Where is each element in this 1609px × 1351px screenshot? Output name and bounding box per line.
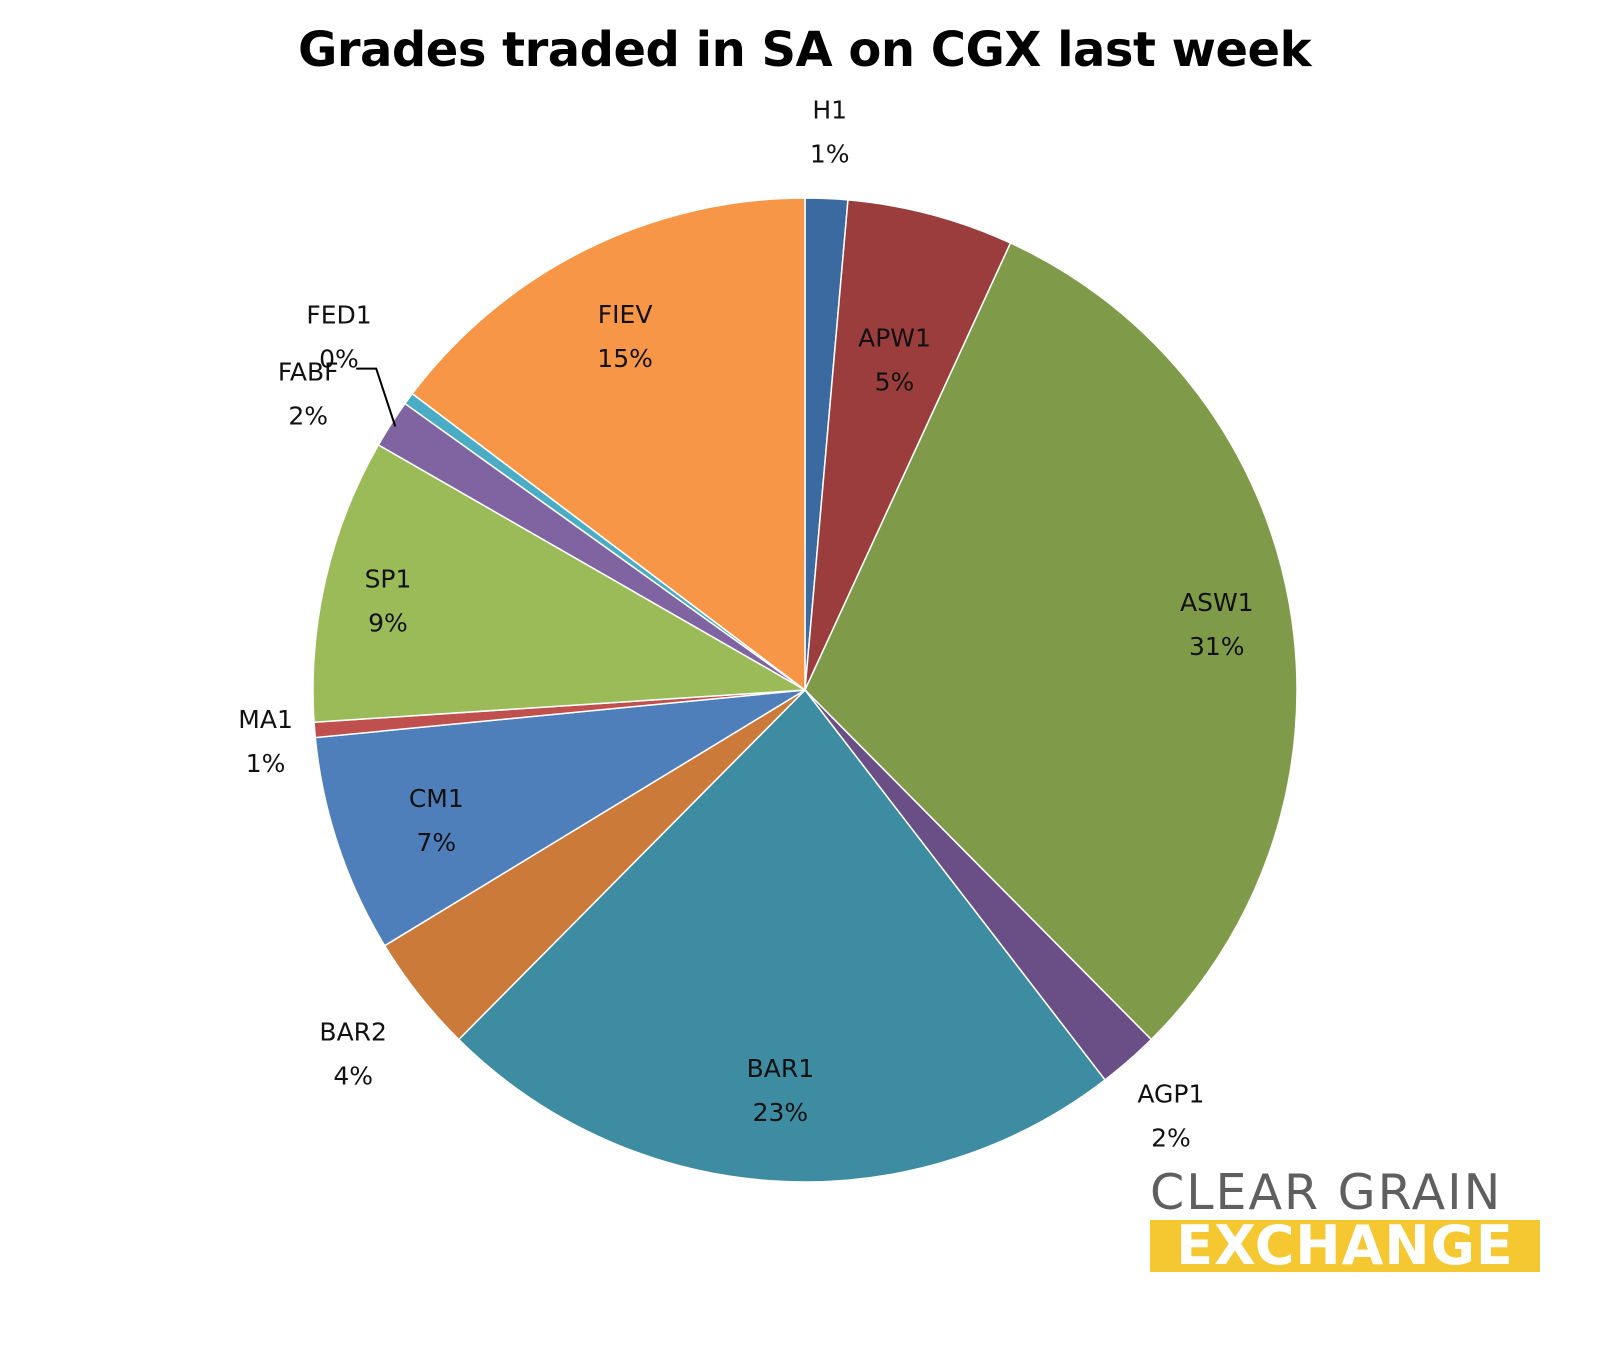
slice-percent-h1: 1%: [810, 140, 850, 169]
slice-name-fabf: FABF: [278, 358, 339, 387]
slice-name-bar1: BAR1: [747, 1054, 815, 1083]
slice-name-fiev: FIEV: [598, 300, 653, 329]
leader-line-fabf: [356, 367, 397, 427]
slice-name-asw1: ASW1: [1180, 588, 1254, 617]
logo-line2: EXCHANGE: [1150, 1220, 1540, 1272]
slice-apw1: [804, 199, 1012, 691]
leader-lines: [356, 367, 397, 427]
slice-percent-fed1: 0%: [319, 344, 359, 373]
slice-percent-bar2: 4%: [333, 1062, 373, 1091]
slice-percent-ma1: 1%: [246, 749, 286, 778]
slice-name-fed1: FED1: [306, 300, 371, 329]
slice-percent-apw1: 5%: [875, 367, 915, 396]
slice-percent-fabf: 2%: [288, 402, 328, 431]
clear-grain-exchange-logo: CLEAR GRAIN EXCHANGE: [1150, 1168, 1540, 1272]
slice-name-ma1: MA1: [238, 705, 293, 734]
slice-percent-asw1: 31%: [1189, 632, 1245, 661]
slice-percent-cm1: 7%: [416, 828, 456, 857]
slice-bar1: [457, 688, 1107, 1183]
slice-asw1: [804, 241, 1298, 1041]
slice-percent-fiev: 15%: [597, 344, 653, 373]
slice-fiev: [411, 197, 806, 692]
chart-title: Grades traded in SA on CGX last week: [297, 22, 1312, 78]
slice-name-cm1: CM1: [409, 784, 464, 813]
slice-labels: H1 1% APW1 5% ASW1 31% AGP1 2% BAR1 23% BAR2 4% CM1 7…: [238, 96, 1253, 1153]
pie-slices: [312, 197, 1298, 1183]
slice-sp1: [312, 443, 808, 724]
slice-cm1: [314, 689, 806, 947]
slice-percent-agp1: 2%: [1151, 1124, 1191, 1153]
slice-percent-bar1: 23%: [753, 1098, 809, 1127]
slice-name-apw1: APW1: [858, 323, 931, 352]
slice-name-sp1: SP1: [365, 564, 412, 593]
slice-name-h1: H1: [812, 96, 847, 125]
logo-line1: CLEAR GRAIN: [1150, 1164, 1503, 1221]
slice-name-bar2: BAR2: [319, 1018, 387, 1047]
slice-name-agp1: AGP1: [1137, 1080, 1204, 1109]
slice-percent-sp1: 9%: [368, 608, 408, 637]
